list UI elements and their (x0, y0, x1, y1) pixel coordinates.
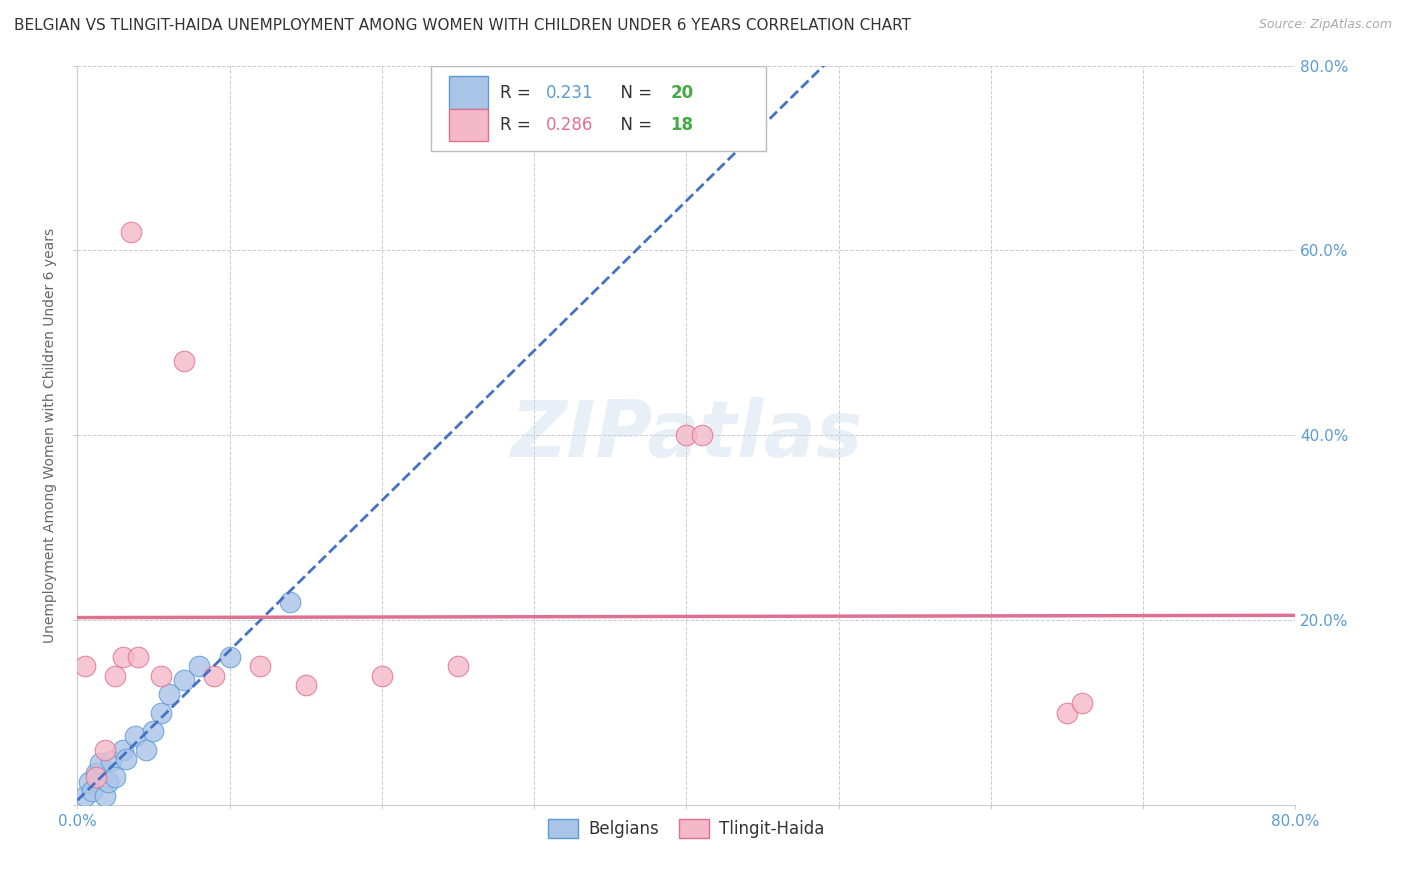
Text: 0.286: 0.286 (547, 116, 593, 134)
Point (84, 770, 107, 784)
Text: Source: ZipAtlas.com: Source: ZipAtlas.com (1258, 18, 1392, 31)
Legend: Belgians, Tlingit-Haida: Belgians, Tlingit-Haida (541, 812, 831, 845)
Point (202, 668, 225, 682)
Point (115, 752, 138, 766)
Point (100, 754, 122, 768)
FancyBboxPatch shape (449, 109, 488, 142)
Point (73, 789, 96, 803)
Text: 18: 18 (671, 116, 693, 134)
Text: N =: N = (610, 116, 657, 134)
Point (150, 706, 173, 720)
Point (84, 765, 107, 780)
Point (82, 784, 104, 798)
Point (280, 595, 302, 609)
Text: R =: R = (501, 116, 536, 134)
Point (79, 775, 101, 789)
Point (93, 742, 115, 756)
Point (142, 724, 165, 739)
Point (111, 742, 134, 756)
Point (371, 668, 394, 682)
Point (150, 668, 173, 682)
Point (135, 742, 157, 756)
Point (157, 687, 180, 701)
Point (73, 659, 96, 673)
Point (188, 659, 211, 673)
Point (93, 789, 115, 803)
Point (97, 775, 120, 789)
Point (124, 729, 146, 743)
Point (218, 650, 240, 665)
Point (111, 650, 134, 665)
Point (447, 659, 470, 673)
Point (294, 678, 316, 692)
FancyBboxPatch shape (430, 66, 765, 151)
Point (1071, 696, 1094, 710)
Text: R =: R = (501, 84, 536, 102)
Text: BELGIAN VS TLINGIT-HAIDA UNEMPLOYMENT AMONG WOMEN WITH CHILDREN UNDER 6 YEARS CO: BELGIAN VS TLINGIT-HAIDA UNEMPLOYMENT AM… (14, 18, 911, 33)
Point (120, 225, 142, 239)
Point (127, 650, 149, 665)
Point (89, 756, 111, 771)
Point (1056, 706, 1078, 720)
Text: 20: 20 (671, 84, 693, 102)
Point (173, 673, 195, 688)
Point (690, 428, 713, 442)
Point (249, 659, 271, 673)
Point (104, 668, 127, 682)
FancyBboxPatch shape (449, 77, 488, 109)
Point (104, 770, 127, 784)
Text: 0.231: 0.231 (547, 84, 593, 102)
Text: N =: N = (610, 84, 657, 102)
Text: ZIPatlas: ZIPatlas (510, 397, 862, 474)
Y-axis label: Unemployment Among Women with Children Under 6 years: Unemployment Among Women with Children U… (44, 227, 58, 643)
Point (675, 428, 697, 442)
Point (173, 354, 195, 368)
